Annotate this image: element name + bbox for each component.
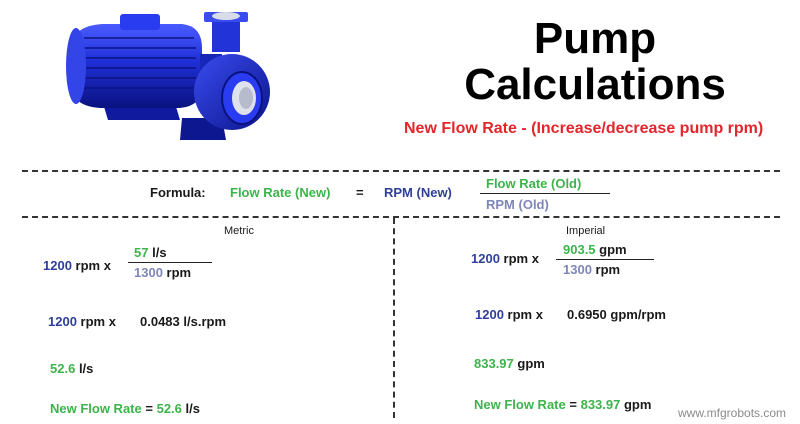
watermark: www.mfgrobots.com: [678, 406, 787, 420]
imperial-result-unit: gpm: [623, 397, 652, 412]
title-line-1: Pump: [533, 14, 657, 63]
metric-step2-rpm-value: 1200: [48, 314, 77, 329]
formula-label: Formula:: [150, 185, 206, 200]
metric-result: New Flow Rate = 52.6 l/s: [50, 401, 200, 416]
formula-numerator: Flow Rate (Old): [486, 176, 582, 191]
metric-step1-num-unit: l/s: [152, 245, 167, 260]
imperial-result-label: New Flow Rate: [474, 397, 566, 412]
metric-step3-value: 52.6: [50, 361, 76, 376]
imperial-step2-ratio: 0.6950 gpm/rpm: [567, 307, 666, 322]
metric-step1-rpm-unit: rpm x: [75, 258, 111, 273]
formula-rpm-new: RPM (New): [384, 185, 452, 200]
imperial-step1-den-value: 1300: [563, 262, 592, 277]
metric-step1-num-value: 57: [134, 245, 149, 260]
metric-result-value: 52.6: [156, 401, 182, 416]
metric-step3-unit: l/s: [78, 361, 94, 376]
metric-step3: 52.6 l/s: [50, 361, 93, 376]
metric-step1-den-unit: rpm: [166, 265, 192, 280]
metric-result-label: New Flow Rate: [50, 401, 142, 416]
formula-fraction-line: [480, 193, 610, 194]
imperial-step1-denominator: 1300 rpm: [563, 262, 620, 277]
metric-heading: Metric: [224, 225, 254, 237]
imperial-result-equals: =: [569, 397, 577, 412]
title-line-2: Calculations: [464, 60, 726, 109]
imperial-step3: 833.97 gpm: [474, 356, 545, 371]
page-title: Pump Calculations: [430, 16, 760, 108]
imperial-result-value: 833.97: [580, 397, 621, 412]
imperial-step1-rpm: 1200 rpm x: [471, 251, 539, 266]
imperial-step2: 1200 rpm x: [475, 307, 543, 322]
imperial-step3-value: 833.97: [474, 356, 514, 371]
imperial-heading: Imperial: [566, 225, 606, 237]
imperial-step2-rpm-value: 1200: [475, 307, 504, 322]
pump-illustration: [66, 12, 270, 140]
metric-step2-rpm-unit: rpm x: [80, 314, 116, 329]
metric-step1-fraction-line: [128, 262, 212, 263]
imperial-step1-rpm-unit: rpm x: [503, 251, 539, 266]
formula-equals: =: [356, 185, 364, 200]
divider-top: [22, 170, 780, 172]
metric-step2-ratio: 0.0483 l/s.rpm: [140, 314, 226, 329]
imperial-step1-fraction-line: [556, 259, 654, 260]
metric-step1-den-value: 1300: [134, 265, 163, 280]
imperial-result: New Flow Rate = 833.97 gpm: [474, 397, 651, 412]
imperial-step1-num-unit: gpm: [599, 242, 627, 257]
imperial-step2-rpm-unit: rpm x: [507, 307, 543, 322]
divider-vertical: [393, 218, 395, 418]
imperial-step1-numerator: 903.5 gpm: [563, 242, 627, 257]
imperial-step1-rpm-value: 1200: [471, 251, 500, 266]
formula-lhs: Flow Rate (New): [230, 185, 331, 200]
metric-step2: 1200 rpm x: [48, 314, 116, 329]
metric-result-unit: l/s: [185, 401, 200, 416]
imperial-step3-unit: gpm: [517, 356, 545, 371]
metric-result-equals: =: [145, 401, 153, 416]
metric-step1-numerator: 57 l/s: [134, 245, 167, 260]
divider-middle: [22, 216, 780, 218]
metric-step1-rpm-value: 1200: [43, 258, 72, 273]
metric-step1-denominator: 1300 rpm: [134, 265, 191, 280]
formula-denominator: RPM (Old): [486, 197, 549, 212]
metric-step1-rpm: 1200 rpm x: [43, 258, 111, 273]
imperial-step1-den-unit: rpm: [595, 262, 621, 277]
page-subtitle: New Flow Rate - (Increase/decrease pump …: [404, 120, 764, 137]
imperial-step1-num-value: 903.5: [563, 242, 596, 257]
